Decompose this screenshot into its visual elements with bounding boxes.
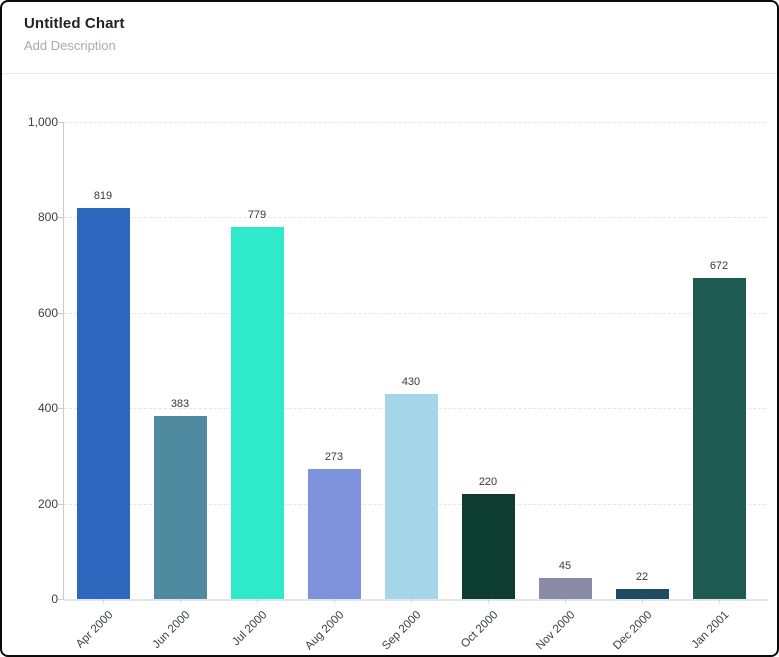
y-axis-label: 800 xyxy=(37,210,58,225)
bar-value-jan-2001: 672 xyxy=(709,260,729,273)
bar-value-apr-2000: 819 xyxy=(93,190,113,203)
x-axis-label-jul-2000: Jul 2000 xyxy=(230,609,270,649)
y-axis-label: 200 xyxy=(37,496,58,511)
x-axis-label-apr-2000: Apr 2000 xyxy=(73,609,116,651)
bar-value-jul-2000: 779 xyxy=(247,209,267,222)
x-axis-tick xyxy=(180,599,181,603)
y-axis-tick xyxy=(58,599,63,600)
y-axis-tick xyxy=(58,408,63,410)
y-axis-tick xyxy=(58,312,63,314)
x-axis-tick xyxy=(719,599,720,603)
bar-chart: 0 200 400 600 800 1,000 819 Apr 2000 383 Jun 2000… xyxy=(2,74,777,655)
y-axis-label: 600 xyxy=(37,305,58,320)
bar-aug-2000[interactable] xyxy=(307,468,361,599)
x-axis-tick xyxy=(642,599,643,603)
bar-jan-2001[interactable] xyxy=(692,278,746,599)
x-axis-label-dec-2000: Dec 2000 xyxy=(611,609,655,653)
bar-oct-2000[interactable] xyxy=(461,494,515,599)
gridline-1,000 xyxy=(64,122,766,123)
x-axis-label-sep-2000: Sep 2000 xyxy=(380,609,424,653)
chart-title-field[interactable]: Untitled Chart xyxy=(24,15,125,32)
chart-header: Untitled Chart Add Description xyxy=(2,2,777,53)
bar-nov-2000[interactable] xyxy=(538,577,592,599)
chart-description-placeholder[interactable]: Add Description xyxy=(24,38,116,53)
y-axis-label: 1,000 xyxy=(27,115,58,129)
bar-sep-2000[interactable] xyxy=(384,393,438,599)
bar-value-aug-2000: 273 xyxy=(324,450,344,463)
bar-apr-2000[interactable] xyxy=(76,208,130,599)
gridline-600 xyxy=(64,312,766,314)
y-axis-label: 400 xyxy=(37,401,58,416)
y-axis-tick xyxy=(58,122,63,123)
x-axis-tick xyxy=(334,599,335,603)
y-axis-label: 0 xyxy=(51,592,58,606)
bar-jun-2000[interactable] xyxy=(153,416,207,599)
plot-area: 0 200 400 600 800 1,000 819 Apr 2000 383 Jun 2000… xyxy=(28,115,768,652)
bar-value-jun-2000: 383 xyxy=(170,398,190,411)
y-axis-tick xyxy=(58,217,63,219)
x-axis-tick xyxy=(411,599,412,603)
bar-value-dec-2000: 22 xyxy=(635,570,649,583)
x-axis-tick xyxy=(488,599,489,603)
x-axis-tick xyxy=(257,599,258,603)
y-axis-line xyxy=(63,122,64,600)
x-axis-label-jun-2000: Jun 2000 xyxy=(150,609,193,651)
x-axis-label-oct-2000: Oct 2000 xyxy=(458,609,501,651)
x-axis-tick xyxy=(565,599,566,603)
x-axis-label-jan-2001: Jan 2001 xyxy=(689,609,732,651)
y-axis-tick xyxy=(58,503,63,505)
gridline-800 xyxy=(64,217,766,219)
x-axis-tick xyxy=(103,599,104,603)
header-divider xyxy=(2,73,777,74)
bar-jul-2000[interactable] xyxy=(230,227,284,599)
bar-value-sep-2000: 430 xyxy=(401,375,421,388)
x-axis-label-aug-2000: Aug 2000 xyxy=(303,609,347,653)
x-axis-baseline xyxy=(64,599,768,601)
x-axis-label-nov-2000: Nov 2000 xyxy=(534,609,578,653)
bar-value-nov-2000: 45 xyxy=(558,559,572,572)
bar-value-oct-2000: 220 xyxy=(478,476,498,489)
bar-dec-2000[interactable] xyxy=(615,588,669,599)
